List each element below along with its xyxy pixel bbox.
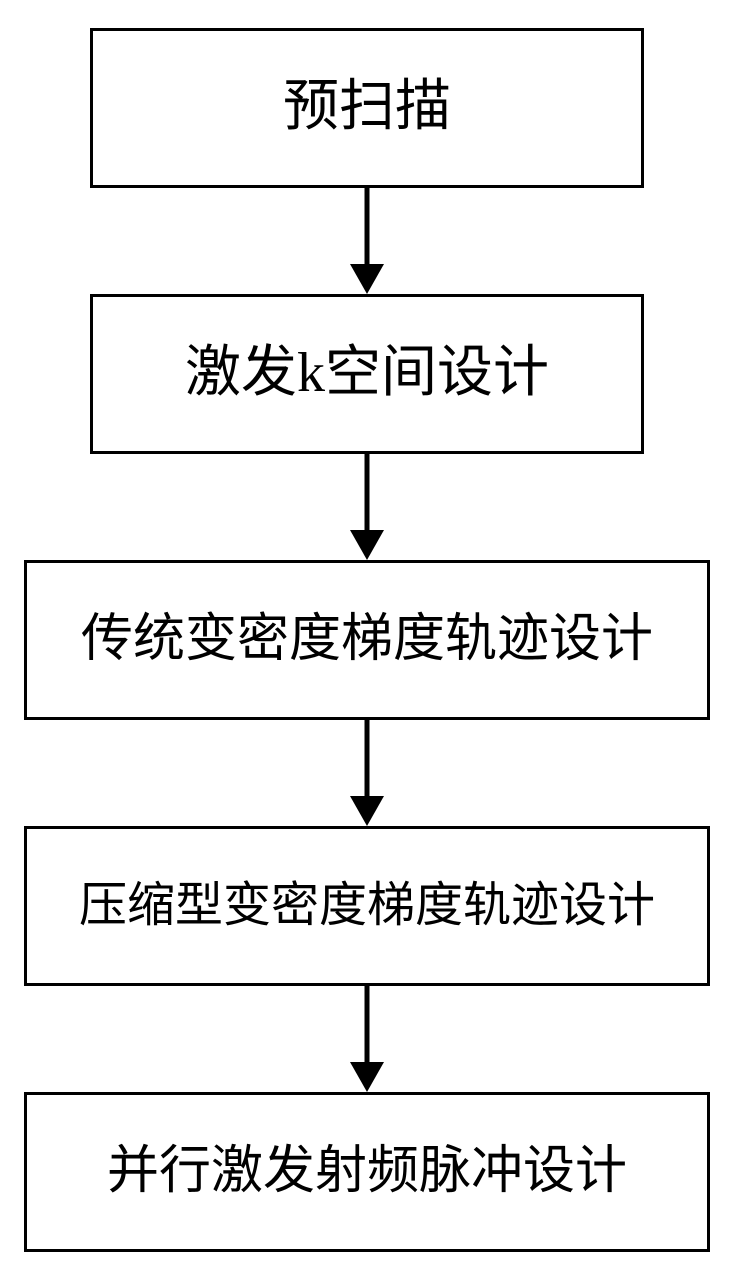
flowchart-box-b5: 并行激发射频脉冲设计	[24, 1092, 710, 1252]
flowchart-box-b4: 压缩型变密度梯度轨迹设计	[24, 826, 710, 986]
flowchart-box-label: 传统变密度梯度轨迹设计	[81, 611, 653, 668]
flowchart-box-b3: 传统变密度梯度轨迹设计	[24, 560, 710, 720]
flowchart-box-label: 激发k空间设计	[185, 343, 549, 405]
flowchart-box-label: 预扫描	[283, 77, 451, 139]
flowchart-box-label: 压缩型变密度梯度轨迹设计	[79, 880, 655, 933]
flowchart-box-b2: 激发k空间设计	[90, 294, 644, 454]
flowchart-box-label: 并行激发射频脉冲设计	[107, 1143, 627, 1200]
flowchart-canvas: 预扫描激发k空间设计传统变密度梯度轨迹设计压缩型变密度梯度轨迹设计并行激发射频脉…	[0, 0, 734, 1263]
flowchart-box-b1: 预扫描	[90, 28, 644, 188]
